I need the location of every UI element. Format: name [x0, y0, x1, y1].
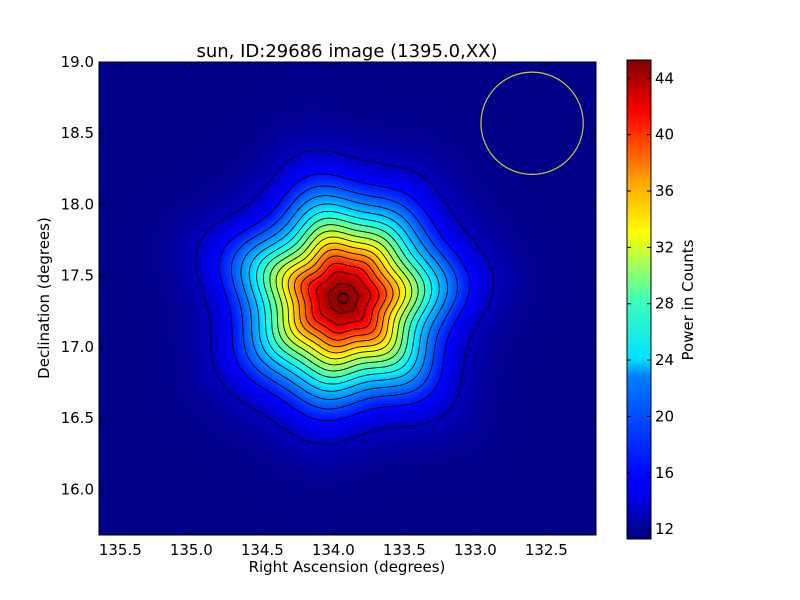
contour-line: [294, 248, 394, 348]
colorbar-ticks: 12 16 20 24 28 32 36 40 44: [627, 69, 674, 538]
contour-line: [316, 271, 371, 326]
contour-line: [275, 230, 413, 366]
colorbar-tick-label: 12: [655, 520, 674, 538]
contour-line: [307, 262, 380, 334]
x-tick-label: 135.0: [170, 541, 213, 559]
colorbar-tick-label: 36: [655, 182, 674, 200]
y-tick-label: 17.5: [61, 267, 94, 285]
y-axis-ticks: 16.0 16.5 17.0 17.5 18.0 18.5 19.0: [61, 53, 596, 498]
x-tick-label: 134.5: [241, 541, 284, 559]
colorbar-tick-label: 24: [655, 351, 674, 369]
x-axis-label: Right Ascension (degrees): [249, 558, 446, 576]
beam-circle: [480, 71, 584, 175]
x-tick-label: 132.5: [525, 541, 568, 559]
colorbar: [626, 59, 652, 540]
colorbar-tick-label: 20: [655, 407, 674, 425]
contour-line: [262, 217, 426, 378]
chart-title: sun, ID:29686 image (1395.0,XX): [196, 41, 497, 62]
x-tick-label: 135.5: [99, 541, 142, 559]
colorbar-tick-label: 32: [655, 238, 674, 256]
y-tick-label: 18.0: [61, 195, 94, 213]
contour-line: [230, 185, 458, 410]
y-tick-label: 19.0: [61, 53, 94, 71]
y-axis-label: Declination (degrees): [35, 217, 53, 379]
contour-line: [281, 236, 407, 360]
colorbar-tick-label: 28: [655, 295, 674, 313]
contour-line: [300, 255, 387, 341]
y-tick-label: 16.5: [61, 409, 94, 427]
contour-lines: [195, 149, 495, 445]
y-tick-label: 18.5: [61, 124, 94, 142]
colorbar-tick-label: 16: [655, 464, 674, 482]
colorbar-tick-label: 44: [655, 69, 674, 87]
y-tick-label: 16.0: [61, 480, 94, 498]
source-marker: [337, 292, 349, 305]
contour-line: [327, 282, 360, 314]
colorbar-tick-label: 40: [655, 126, 674, 144]
contour-line: [240, 195, 449, 400]
contour-line: [248, 203, 440, 392]
x-axis-ticks: 135.5 135.0 134.5 134.0 133.5 133.0 132.5: [99, 62, 568, 559]
plot-frame: [98, 61, 597, 536]
colorbar-label: Power in Counts: [679, 239, 697, 360]
contour-line: [269, 224, 419, 372]
contour-line: [195, 149, 495, 445]
contour-line: [256, 210, 433, 385]
x-tick-label: 133.0: [454, 541, 497, 559]
x-tick-label: 134.0: [312, 541, 355, 559]
heatmap-image: [99, 62, 596, 535]
contour-line: [287, 242, 400, 354]
contour-line: [218, 173, 471, 422]
x-tick-label: 133.5: [383, 541, 426, 559]
y-tick-label: 17.0: [61, 338, 94, 356]
